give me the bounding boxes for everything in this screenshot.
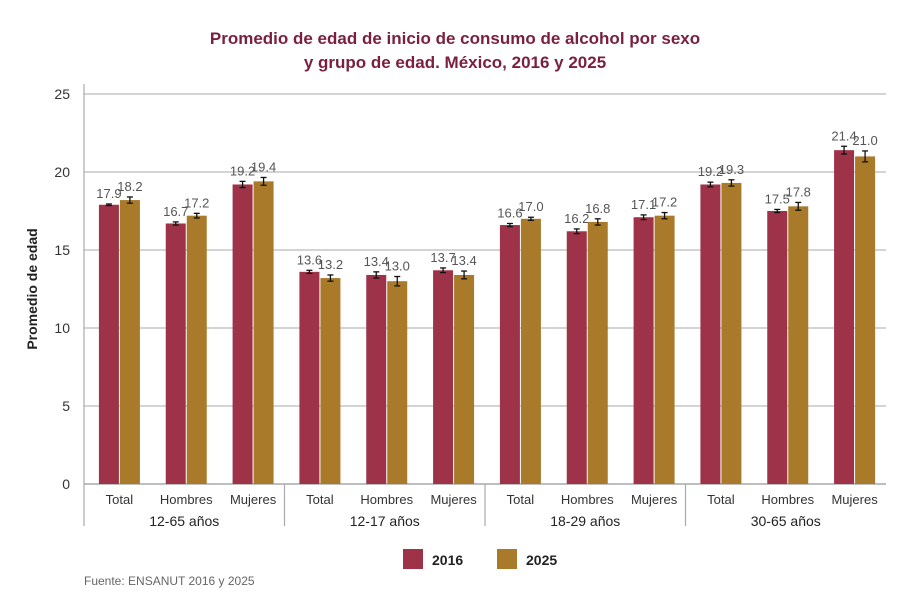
category-label: Total [106,492,134,507]
data-label: 17.0 [518,199,543,214]
data-label: 17.5 [765,191,790,206]
bar-2025 [855,156,876,484]
legend-label-2016: 2016 [432,552,463,568]
bar-2025 [520,218,541,485]
category-label: Hombres [761,492,814,507]
bar-2025 [119,200,140,484]
bar-2025 [186,215,207,484]
data-label: 13.4 [364,254,389,269]
legend-label-2025: 2025 [526,552,557,568]
data-label: 13.7 [430,250,455,265]
bar-2016 [767,211,788,484]
bar-2016 [366,274,387,484]
bar-2025 [454,274,475,484]
group-label: 12-65 años [149,513,219,529]
bar-2016 [566,231,587,484]
legend-swatch-2025 [497,549,517,569]
bar-2025 [320,278,341,484]
bar-2025 [587,221,608,485]
data-label: 19.3 [719,162,744,177]
y-tick-label: 20 [54,164,70,180]
category-label: Mujeres [631,492,678,507]
bar-2016 [433,270,454,484]
category-label: Mujeres [430,492,477,507]
category-label: Hombres [561,492,614,507]
y-tick-label: 15 [54,242,70,258]
chart-title-line2: y grupo de edad. México, 2016 y 2025 [304,53,606,72]
group-label: 18-29 años [550,513,620,529]
bar-2025 [253,181,274,485]
data-label: 17.9 [96,186,121,201]
data-label: 16.7 [163,204,188,219]
bar-2025 [387,281,408,484]
data-label: 19.4 [251,159,276,174]
bar-2016 [700,184,721,485]
data-label: 17.2 [652,195,677,210]
data-label: 19.2 [698,164,723,179]
data-label: 18.2 [117,179,142,194]
bar-2016 [165,223,186,485]
source-note: Fuente: ENSANUT 2016 y 2025 [84,574,255,588]
category-label: Hombres [160,492,213,507]
bar-2025 [788,206,809,484]
data-label: 16.8 [585,201,610,216]
y-axis-label: Promedio de edad [24,228,40,349]
category-label: Mujeres [230,492,277,507]
data-label: 17.2 [184,195,209,210]
category-label: Total [707,492,735,507]
y-tick-label: 10 [54,320,70,336]
group-label: 30-65 años [751,513,821,529]
data-label: 16.2 [564,211,589,226]
bar-2016 [299,271,320,484]
data-label: 17.8 [786,184,811,199]
data-label: 13.2 [318,257,343,272]
data-label: 19.2 [230,163,255,178]
category-label: Total [507,492,535,507]
y-tick-label: 0 [62,476,70,492]
data-label: 17.1 [631,197,656,212]
data-label: 16.6 [497,205,522,220]
y-tick-label: 5 [62,398,70,414]
category-label: Hombres [360,492,413,507]
group-label: 12-17 años [350,513,420,529]
chart-title-line1: Promedio de edad de inicio de consumo de… [210,29,700,48]
bar-2016 [232,184,253,485]
bar-2016 [633,217,654,485]
category-label: Total [306,492,334,507]
bar-2016 [499,225,520,485]
data-label: 21.0 [852,133,877,148]
data-label: 13.4 [451,253,476,268]
bar-2016 [834,150,855,484]
legend-swatch-2016 [403,549,423,569]
data-label: 21.4 [831,128,856,143]
data-label: 13.6 [297,252,322,267]
category-label: Mujeres [831,492,878,507]
bar-2016 [98,204,119,484]
y-tick-label: 25 [54,86,70,102]
bar-2025 [654,215,675,484]
data-label: 13.0 [385,259,410,274]
bar-2025 [721,182,742,485]
